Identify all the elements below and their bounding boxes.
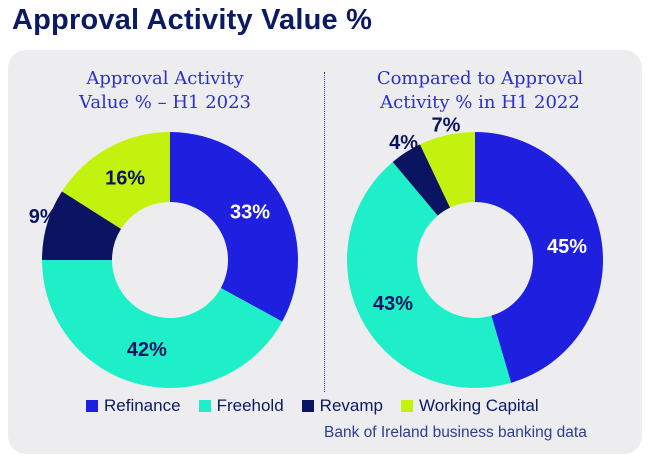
chart-title-h1-2022: Compared to Approval Activity % in H1 20…	[345, 67, 615, 115]
legend-swatch	[400, 400, 413, 412]
data-label-refinance: 45%	[547, 236, 587, 258]
chart-legend: Refinance Freehold Revamp Working Capita…	[86, 396, 539, 416]
legend-label: Freehold	[216, 396, 284, 415]
data-label-revamp: 9%	[29, 206, 58, 228]
donut-slice-revamp	[392, 144, 451, 216]
source-note: Bank of Ireland business banking data	[324, 424, 587, 441]
legend-swatch	[86, 400, 98, 412]
chart-title-line: Approval Activity	[86, 68, 244, 89]
legend-swatch	[198, 400, 211, 412]
chart-title-line: Value % – H1 2023	[78, 92, 252, 113]
panel-divider	[324, 72, 325, 392]
legend-item-revamp: Revamp	[301, 396, 383, 416]
page-title: Approval Activity Value %	[12, 4, 373, 36]
donut-slice-working-capital	[419, 132, 475, 208]
donut-slice-working-capital	[61, 132, 170, 229]
legend-label: Refinance	[104, 396, 181, 415]
legend-label: Revamp	[319, 396, 383, 415]
data-label-working-capital: 7%	[431, 114, 460, 136]
data-label-freehold: 42%	[127, 339, 167, 361]
data-label-freehold: 43%	[373, 293, 413, 315]
data-label-revamp: 4%	[389, 132, 418, 154]
donut-slice-refinance	[475, 132, 603, 383]
chart-title-line: Compared to Approval	[376, 68, 584, 89]
donut-chart-h1-2023: 33% 42% 9% 16%	[29, 132, 298, 389]
donut-slice-freehold	[42, 260, 283, 389]
data-label-refinance: 33%	[230, 202, 270, 224]
data-label-working-capital: 16%	[105, 168, 145, 190]
donut-slice-refinance	[170, 132, 298, 322]
legend-item-freehold: Freehold	[198, 396, 284, 416]
donut-slice-freehold	[347, 161, 512, 388]
legend-item-refinance: Refinance	[86, 396, 181, 416]
chart-title-line: Activity % in H1 2022	[380, 92, 580, 113]
donut-slice-revamp	[42, 191, 122, 260]
legend-swatch	[301, 400, 314, 412]
legend-label: Working Capital	[418, 396, 539, 415]
donut-chart-h1-2022: 45% 43% 4% 7%	[347, 114, 603, 388]
legend-item-working-capital: Working Capital	[400, 396, 539, 416]
chart-title-h1-2023: Approval Activity Value % – H1 2023	[40, 67, 290, 115]
